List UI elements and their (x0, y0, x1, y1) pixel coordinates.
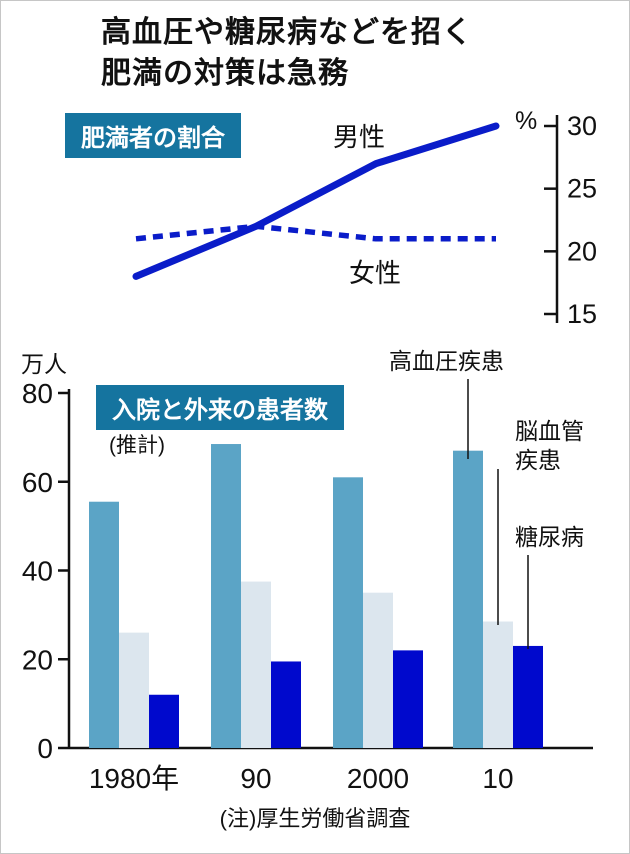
patients-bar-chart: 80 60 40 20 0 1980年 90 2000 10 万人 入院と外来の患者数 (推計)… (1, 341, 629, 821)
legend-hypertension: 高血圧疾患 (389, 348, 504, 374)
bar-chart-unit-label: 万人 (21, 351, 67, 377)
svg-text:20: 20 (567, 236, 597, 266)
svg-text:30: 30 (567, 111, 597, 141)
svg-text:40: 40 (22, 556, 53, 587)
svg-text:20: 20 (22, 644, 53, 675)
line-chart-unit-label: % (515, 107, 538, 135)
svg-text:80: 80 (22, 378, 53, 409)
svg-text:15: 15 (567, 299, 597, 329)
obesity-rate-line-chart: 30 25 20 15 肥満者の割合 男性 女性 % (1, 99, 629, 339)
source-note: (注)厚生労働省調査 (219, 806, 411, 831)
svg-text:2000: 2000 (347, 763, 409, 794)
page-title-line2: 肥満の対策は急務 (101, 56, 349, 90)
line-chart-title-badge: 肥満者の割合 (65, 113, 241, 158)
svg-text:1980年: 1980年 (89, 763, 179, 794)
bar-chart-canvas: 80 60 40 20 0 1980年 90 2000 10 (22, 378, 593, 794)
series-label-male: 男性 (333, 122, 386, 152)
svg-text:60: 60 (22, 467, 53, 498)
page-title-line1: 高血圧や糖尿病などを招く (101, 16, 473, 49)
bar-chart-subtitle: (推計) (109, 434, 165, 457)
svg-text:90: 90 (240, 763, 271, 794)
line-chart-canvas: 30 25 20 15 (132, 111, 597, 329)
page-title: 高血圧や糖尿病などを招く 肥満の対策は急務 (101, 13, 473, 94)
svg-text:10: 10 (482, 763, 513, 794)
svg-text:25: 25 (567, 174, 597, 204)
svg-text:0: 0 (37, 733, 53, 764)
series-label-female: 女性 (349, 258, 402, 288)
legend-diabetes: 糖尿病 (515, 524, 584, 550)
legend-cerebrovascular: 脳血管疾患 (515, 418, 584, 473)
bar-chart-title-badge: 入院と外来の患者数 (96, 385, 344, 430)
